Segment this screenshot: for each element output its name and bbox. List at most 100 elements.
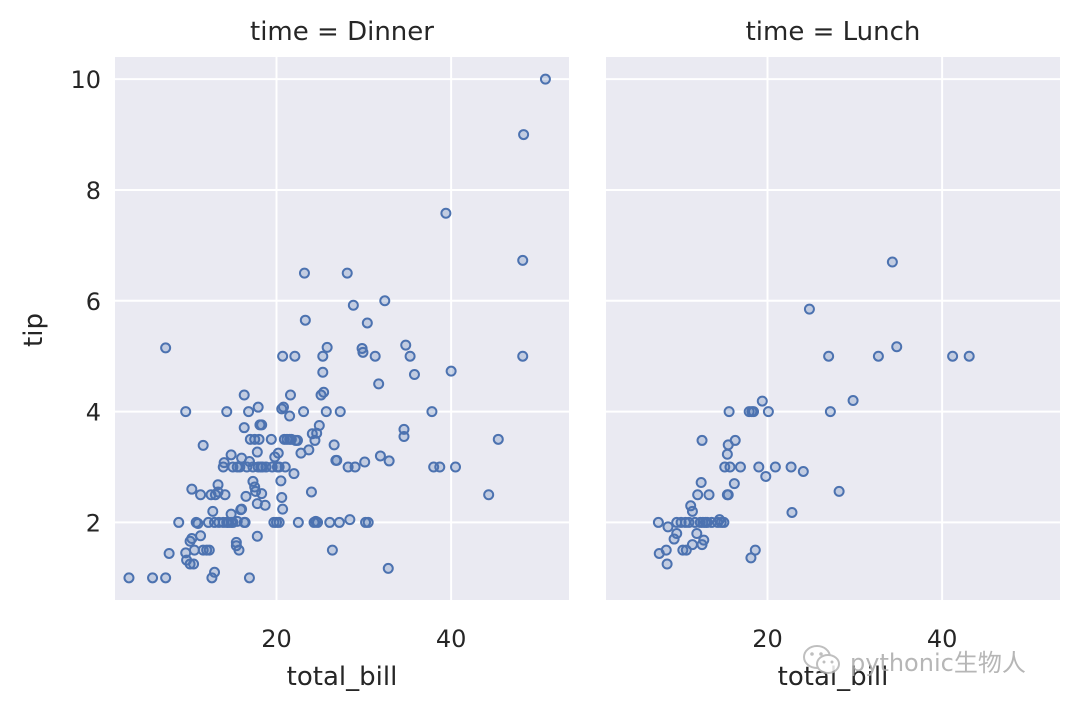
scatter-point xyxy=(252,401,264,413)
scatter-point xyxy=(303,444,315,456)
scatter-point xyxy=(256,488,268,500)
scatter-point xyxy=(762,406,774,418)
scatter-point xyxy=(328,439,340,451)
scatter-point xyxy=(369,350,381,362)
scatter-point xyxy=(440,207,452,219)
scatter-point xyxy=(382,562,394,574)
watermark: pythonic生物人 xyxy=(802,640,1026,680)
scatter-point xyxy=(349,461,361,473)
scatter-point xyxy=(273,516,285,528)
scatter-point xyxy=(221,406,233,418)
scatter-point xyxy=(173,516,185,528)
panel-dinner-x-tick-labels: 20 40 xyxy=(261,625,466,653)
panel-lunch-background xyxy=(606,57,1060,600)
scatter-point xyxy=(373,378,385,390)
panel-dinner-y-tick-labels: 2 4 6 8 10 xyxy=(70,66,101,537)
scatter-point xyxy=(207,505,219,517)
scatter-point xyxy=(786,506,798,518)
y-tick-label: 10 xyxy=(70,66,101,94)
scatter-point xyxy=(361,317,373,329)
scatter-point xyxy=(331,454,343,466)
scatter-point xyxy=(833,485,845,497)
scatter-point xyxy=(239,516,251,528)
scatter-point xyxy=(298,267,310,279)
scatter-point xyxy=(383,455,395,467)
scatter-point xyxy=(253,433,265,445)
x-tick-label: 20 xyxy=(752,625,783,653)
panel-dinner-points xyxy=(123,73,551,584)
scatter-point xyxy=(823,350,835,362)
scatter-point xyxy=(362,516,374,528)
scatter-point xyxy=(847,395,859,407)
scatter-point xyxy=(123,572,135,584)
scatter-point xyxy=(195,489,207,501)
scatter-point xyxy=(692,489,704,501)
scatter-point xyxy=(317,366,329,378)
scatter-point xyxy=(163,547,175,559)
scatter-point xyxy=(426,406,438,418)
scatter-point xyxy=(797,465,809,477)
scatter-point xyxy=(696,434,708,446)
scatter-point xyxy=(661,558,673,570)
scatter-point xyxy=(483,489,495,501)
scatter-point xyxy=(233,544,245,556)
scatter-point xyxy=(186,532,198,544)
y-tick-label: 4 xyxy=(86,399,101,427)
scatter-point xyxy=(734,461,746,473)
scatter-point xyxy=(374,450,386,462)
scatter-point xyxy=(265,433,277,445)
scatter-point xyxy=(184,558,196,570)
scatter-point xyxy=(450,461,461,473)
scatter-point xyxy=(192,518,204,530)
scatter-point xyxy=(195,530,207,542)
scatter-point xyxy=(292,516,304,528)
scatter-point xyxy=(703,489,715,501)
scatter-point xyxy=(320,406,332,418)
scatter-point xyxy=(698,534,710,546)
scatter-point xyxy=(277,350,289,362)
scatter-point xyxy=(298,406,310,418)
scatter-point xyxy=(279,461,291,473)
scatter-point xyxy=(724,461,736,473)
scatter-point xyxy=(188,544,200,556)
scatter-point xyxy=(197,439,209,451)
scatter-point xyxy=(284,389,296,401)
scatter-point xyxy=(445,365,457,377)
scatter-point xyxy=(695,477,707,489)
scatter-point xyxy=(219,489,231,501)
scatter-point xyxy=(749,544,761,556)
x-tick-label: 20 xyxy=(261,625,292,653)
scatter-point xyxy=(947,350,959,362)
scatter-point xyxy=(400,339,412,351)
scatter-point xyxy=(677,544,689,556)
scatter-point xyxy=(398,423,410,435)
watermark-text: pythonic生物人 xyxy=(850,648,1026,677)
panel-lunch-x-tick-labels: 20 40 xyxy=(752,625,957,653)
scatter-point xyxy=(256,419,268,431)
scatter-point xyxy=(660,544,672,556)
scatter-point xyxy=(317,350,329,362)
scatter-point xyxy=(769,461,781,473)
scatter-point xyxy=(251,530,263,542)
scatter-point xyxy=(760,470,772,482)
scatter-point xyxy=(206,572,218,584)
scatter-point xyxy=(652,516,664,528)
scatter-point xyxy=(379,295,391,307)
scatter-point xyxy=(886,256,898,268)
scatter-point xyxy=(313,419,325,431)
scatter-point xyxy=(334,406,346,418)
scatter-point xyxy=(284,410,296,422)
scatter-point xyxy=(824,406,836,418)
scatter-point xyxy=(718,516,730,528)
y-tick-label: 6 xyxy=(86,288,101,316)
y-axis-label: tip xyxy=(19,313,49,347)
scatter-point xyxy=(299,314,311,326)
scatter-point xyxy=(238,389,250,401)
scatter-point xyxy=(186,483,198,495)
panel-lunch: 20 40 time = Lunch total_bill xyxy=(606,17,1060,692)
scatter-point xyxy=(291,434,303,446)
scatter-point xyxy=(272,447,284,459)
y-tick-label: 2 xyxy=(86,509,101,537)
wechat-logo-icon xyxy=(803,645,840,674)
